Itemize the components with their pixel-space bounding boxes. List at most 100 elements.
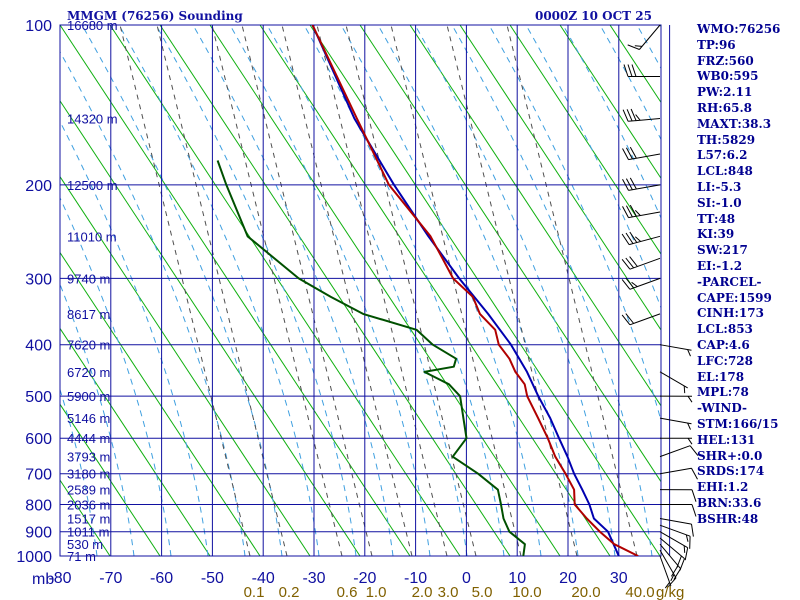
wind-barb-staff — [659, 531, 688, 549]
wind-barb-flag — [629, 146, 637, 159]
wind-barb-flag — [687, 349, 691, 357]
index-item: MPL:78 — [697, 385, 749, 400]
profile-lines — [216, 25, 639, 556]
height-label: 11010 m — [67, 229, 117, 244]
wind-barb-flag — [635, 114, 641, 121]
index-item: LFC:728 — [697, 353, 753, 368]
index-item: EI:-1.2 — [697, 258, 743, 273]
wind-barb-flag — [691, 504, 697, 517]
wind-barb — [659, 531, 689, 561]
wind-barb-flag — [673, 568, 682, 580]
wind-barb-flag — [691, 524, 694, 537]
height-label: 1011 m — [67, 525, 109, 540]
moist-adiabat-line — [192, 25, 394, 556]
temperature-tick-label: 20 — [559, 570, 577, 587]
temperature-tick-label: -10 — [404, 570, 427, 587]
wind-barb-flag — [627, 44, 640, 50]
wind-barb-staff — [659, 543, 681, 570]
wind-barb — [659, 437, 693, 445]
moist-adiabat-line — [266, 25, 468, 556]
wind-barb-flag — [683, 545, 686, 553]
temperature-tick-label: -40 — [252, 570, 275, 587]
height-label: 1517 m — [67, 512, 110, 527]
mixing-ratio-line — [241, 25, 373, 556]
moist-adiabat-line — [599, 25, 661, 141]
moist-adiabat-line — [60, 120, 209, 556]
height-label: 6720 m — [67, 365, 110, 380]
height-label: 3793 m — [67, 450, 110, 465]
temperature-tick-label: -20 — [353, 570, 376, 587]
wind-barb-flag — [683, 385, 686, 394]
wind-barb-flag — [625, 147, 633, 160]
mixing-ratio-line — [446, 25, 578, 556]
wind-barb-flag — [622, 206, 629, 218]
wind-barb-flag — [691, 467, 698, 480]
dry-adiabat-line — [60, 327, 211, 556]
temperature-labels: -80 -70 -60 -50 -40 -30 -20 -10 0 10 20 30 — [48, 570, 627, 587]
wind-barb — [659, 504, 697, 517]
dry-adiabat-line — [459, 25, 661, 331]
moist-adiabat-line — [81, 25, 283, 556]
wind-barb-flag — [623, 64, 629, 77]
wind-barb — [627, 24, 661, 50]
index-item: -WIND- — [697, 401, 747, 416]
moist-adiabat-line — [60, 388, 98, 556]
moist-adiabats — [60, 25, 661, 556]
moist-adiabat-line — [229, 25, 431, 556]
wind-barb-staff — [659, 555, 672, 587]
wind-barb — [659, 543, 682, 580]
wind-barb-flag — [687, 437, 693, 445]
wind-barb-staff — [659, 467, 692, 475]
wind-barb-flag — [625, 313, 635, 324]
temperature-tick-label: 0 — [462, 570, 471, 587]
wind-barb-staff — [659, 371, 688, 389]
index-item: SRDS:174 — [697, 464, 765, 479]
pressure-unit-label: mb — [32, 571, 54, 588]
wind-barb-flag — [629, 204, 637, 217]
index-item: SW:217 — [697, 243, 748, 258]
wind-barb-flag — [631, 64, 637, 77]
moist-adiabat-line — [340, 25, 542, 556]
dry-adiabat-line — [109, 25, 461, 556]
wind-barb-staff — [659, 344, 692, 351]
mixing-ratio-line — [345, 25, 477, 556]
temperature-tick-label: -80 — [48, 570, 71, 587]
wind-barb — [659, 555, 672, 589]
grid — [59, 24, 671, 557]
index-item: TH:5829 — [697, 132, 756, 147]
wind-barb-flag — [667, 577, 677, 588]
pressure-label: 800 — [25, 498, 52, 515]
wind-barb — [659, 467, 698, 480]
pressure-label: 400 — [25, 338, 52, 355]
wind-barb-flag — [625, 232, 634, 244]
height-label: 16680 m — [67, 18, 118, 33]
index-item: SHR+:0.0 — [697, 448, 763, 463]
moist-adiabat-line — [562, 25, 661, 220]
wind-barbs — [621, 24, 699, 589]
wind-barb-staff — [628, 184, 661, 191]
wind-barb-staff — [659, 445, 691, 458]
index-item: L57:6.2 — [697, 148, 748, 163]
height-label: 3180 m — [67, 467, 110, 482]
pressure-label: 1000 — [16, 549, 52, 566]
height-labels: 16680 m 14320 m 12500 m 11010 m 9740 m 8617 m… — [67, 18, 118, 564]
index-item: RH:65.8 — [697, 100, 752, 115]
mixing-ratio-label: 40.0 — [625, 584, 654, 600]
dry-adiabat-line — [60, 251, 261, 556]
index-item: KI:39 — [697, 227, 735, 242]
wind-barb-staff — [628, 235, 661, 246]
wind-barb — [659, 518, 694, 537]
wind-barb-flag — [691, 489, 697, 502]
moist-adiabat-line — [60, 50, 246, 556]
wind-barb-flag — [634, 209, 641, 216]
pressure-label: 500 — [25, 389, 52, 406]
temperature-tick-label: 30 — [610, 570, 628, 587]
wind-barb-staff — [629, 313, 661, 326]
dewpoint-profile-line — [216, 160, 526, 556]
mixing-ratio-line — [390, 25, 522, 556]
wind-barb-staff — [659, 524, 691, 537]
wind-barb — [659, 417, 692, 430]
sounding-timestamp: 0000Z 10 OCT 25 — [535, 9, 652, 23]
wind-barb-staff — [639, 24, 661, 50]
temperature-profile-line — [311, 25, 639, 556]
